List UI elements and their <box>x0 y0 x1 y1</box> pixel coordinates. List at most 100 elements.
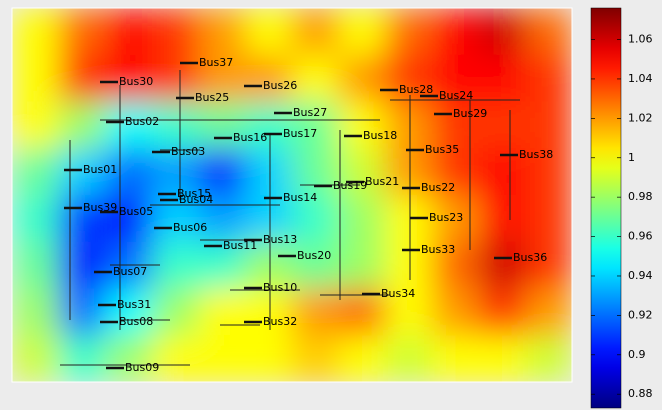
bus-label: Bus28 <box>399 83 433 96</box>
heat-cell <box>292 101 340 149</box>
heat-cell <box>385 101 433 149</box>
heat-cell <box>478 335 526 382</box>
heat-cell <box>198 148 246 196</box>
heat-cell <box>245 8 293 56</box>
heat-cell <box>338 148 386 196</box>
heat-cell <box>525 101 572 149</box>
bus-label: Bus20 <box>297 249 331 262</box>
heat-cell <box>152 335 200 382</box>
heat-cell <box>478 101 526 149</box>
bus-label: Bus37 <box>199 56 233 69</box>
bus-label: Bus25 <box>195 91 229 104</box>
colorbar-tick-label: 0.92 <box>628 308 653 321</box>
heat-cell <box>292 288 340 336</box>
bus-label: Bus32 <box>263 315 297 328</box>
heat-cell <box>292 241 340 289</box>
heat-cell <box>105 54 153 102</box>
heat-cell <box>478 241 526 289</box>
heat-cell <box>338 288 386 336</box>
heat-cell <box>12 148 60 196</box>
bus-label: Bus08 <box>119 315 153 328</box>
heat-cell <box>12 54 60 102</box>
heat-cell <box>338 54 386 102</box>
heat-cell <box>58 101 106 149</box>
heat-cell <box>105 195 153 243</box>
heat-cell <box>338 195 386 243</box>
bus-label: Bus18 <box>363 129 397 142</box>
bus-label: Bus06 <box>173 221 207 234</box>
plot-frame <box>11 7 573 383</box>
bus-label: Bus34 <box>381 287 415 300</box>
bus-label: Bus03 <box>171 145 205 158</box>
heat-cell <box>58 54 106 102</box>
heat-cell <box>245 335 293 382</box>
colorbar-tick-label: 1.02 <box>628 111 653 124</box>
heat-cell <box>245 101 293 149</box>
bus-label: Bus21 <box>365 175 399 188</box>
heat-cell <box>58 8 106 56</box>
heat-cell <box>198 335 246 382</box>
heat-cell <box>105 8 153 56</box>
heat-cell <box>12 335 60 382</box>
heat-cell <box>12 101 60 149</box>
heat-cell <box>58 195 106 243</box>
heat-cell <box>385 288 433 336</box>
bus-label: Bus29 <box>453 107 487 120</box>
heat-cell <box>198 288 246 336</box>
bus-label: Bus17 <box>283 127 317 140</box>
bus-label: Bus13 <box>263 233 297 246</box>
colorbar-tick-label: 0.94 <box>628 269 653 282</box>
bus-label: Bus31 <box>117 298 151 311</box>
heat-cell <box>432 54 480 102</box>
bus-label: Bus19 <box>333 179 367 192</box>
bus-label: Bus11 <box>223 239 257 252</box>
heat-cell <box>152 195 200 243</box>
heat-cell <box>12 195 60 243</box>
heat-cell <box>478 54 526 102</box>
heat-cell <box>478 288 526 336</box>
colorbar-tick-label: 1.06 <box>628 33 653 46</box>
heat-cell <box>12 241 60 289</box>
heat-cell <box>385 8 433 56</box>
heat-cell <box>198 54 246 102</box>
heat-cell <box>152 288 200 336</box>
bus-label: Bus02 <box>125 115 159 128</box>
heat-cell <box>58 148 106 196</box>
heat-cell <box>198 195 246 243</box>
heat-cell <box>525 148 572 196</box>
bus-label: Bus22 <box>421 181 455 194</box>
heat-cell <box>432 8 480 56</box>
heat-cell <box>292 148 340 196</box>
bus-label: Bus30 <box>119 75 153 88</box>
heat-cell <box>198 101 246 149</box>
bus-label: Bus07 <box>113 265 147 278</box>
heat-cell <box>525 288 572 336</box>
heat-cell <box>12 288 60 336</box>
colorbar-tick-label: 0.98 <box>628 190 653 203</box>
bus-label: Bus04 <box>179 193 213 206</box>
bus-label: Bus38 <box>519 148 553 161</box>
heat-cell <box>105 101 153 149</box>
bus-label: Bus14 <box>283 191 317 204</box>
heat-cell <box>338 101 386 149</box>
bus-label: Bus23 <box>429 211 463 224</box>
bus-label: Bus10 <box>263 281 297 294</box>
heat-cell <box>478 8 526 56</box>
heat-cell <box>245 288 293 336</box>
heat-cell <box>198 241 246 289</box>
colorbar-tick-label: 0.96 <box>628 230 653 243</box>
heat-cell <box>292 335 340 382</box>
heat-cell <box>525 335 572 382</box>
bus-label: Bus01 <box>83 163 117 176</box>
heat-cell <box>245 241 293 289</box>
bus-label: Bus26 <box>263 79 297 92</box>
heat-cell <box>12 8 60 56</box>
heat-cell <box>245 148 293 196</box>
heat-cell <box>292 8 340 56</box>
bus-label: Bus35 <box>425 143 459 156</box>
heat-cell <box>432 148 480 196</box>
bus-label: Bus39 <box>83 201 117 214</box>
heat-cell <box>385 54 433 102</box>
heat-cell <box>245 54 293 102</box>
heat-cell <box>105 288 153 336</box>
